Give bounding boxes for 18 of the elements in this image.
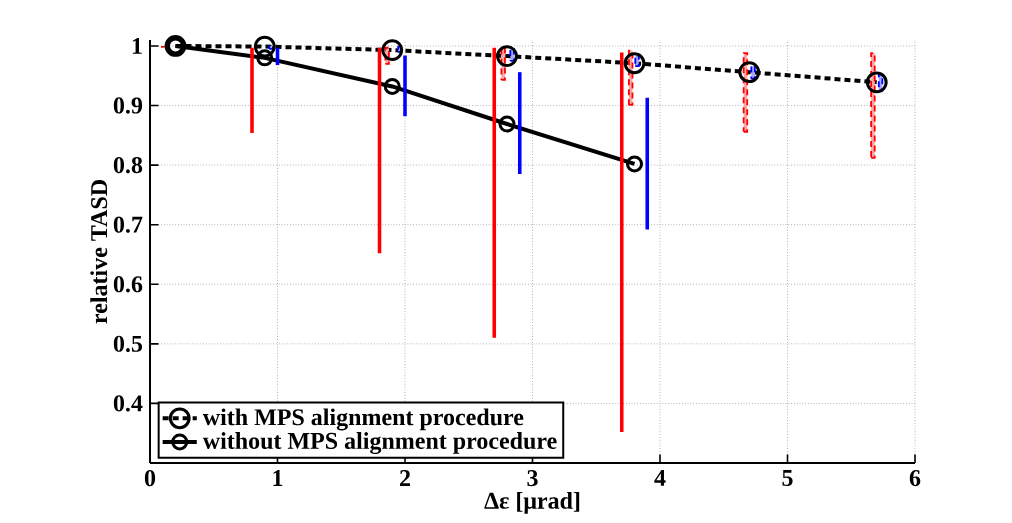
x-tick-label: 4 — [654, 470, 666, 486]
y-tick-label: 0.8 — [113, 156, 143, 174]
y-tick-label: 0.9 — [113, 97, 143, 114]
x-tick-label: 2 — [400, 470, 410, 486]
y-tick-label: 0.7 — [113, 216, 143, 233]
legend-label: with MPS alignment procedure — [202, 408, 524, 431]
y-tick-label: 1 — [132, 38, 142, 54]
legend-label: without MPS alignment procedure — [202, 432, 557, 455]
y-tick-label: 0.4 — [113, 395, 143, 412]
x-tick-label: 6 — [909, 470, 921, 487]
x-tick-label: 0 — [144, 470, 156, 487]
x-tick-label: 3 — [527, 470, 538, 487]
y-tick-label: 0.5 — [113, 335, 143, 352]
y-axis-title: relative TASD — [90, 180, 108, 324]
x-axis-title: Δε [μrad] — [484, 491, 580, 514]
y-tick-label: 0.6 — [113, 276, 143, 293]
x-tick-label: 1 — [273, 470, 283, 486]
x-tick-label: 5 — [782, 470, 793, 486]
